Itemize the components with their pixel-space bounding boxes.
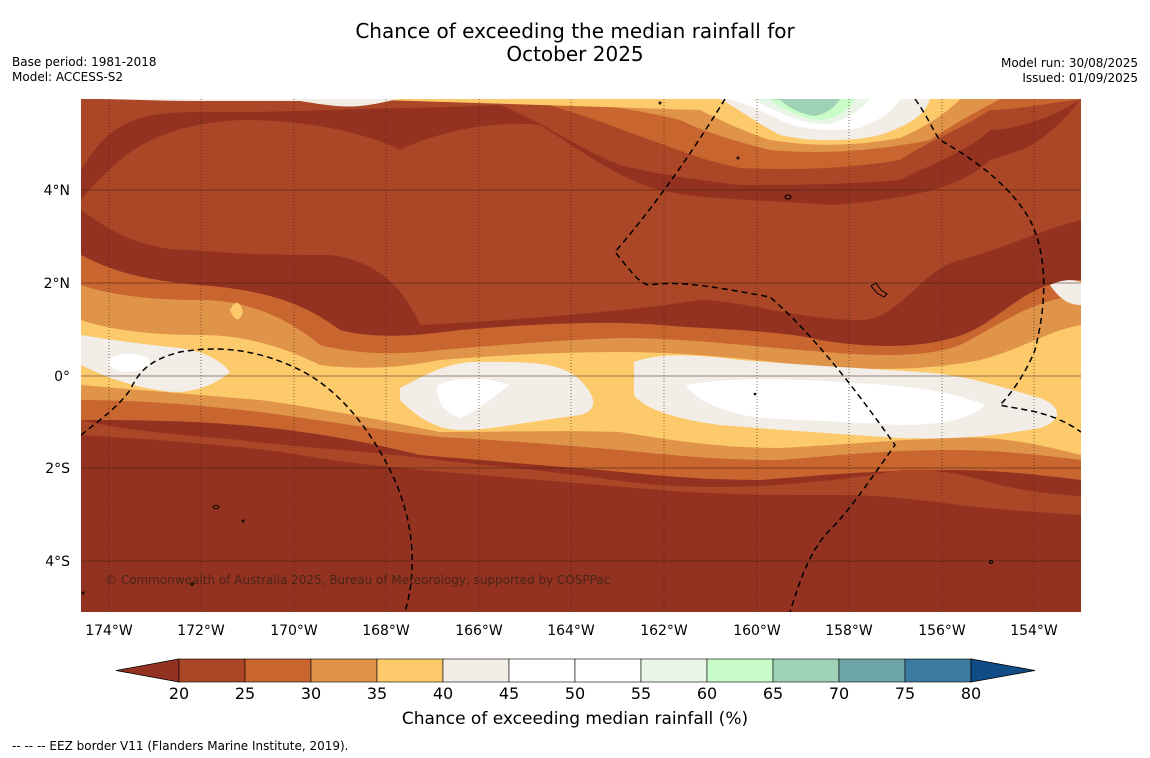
lat-label: 4°N <box>44 183 70 199</box>
colorbar-swatch <box>508 658 576 683</box>
colorbar-tick-label: 20 <box>169 684 189 703</box>
eez-footnote: -- -- -- EEZ border V11 (Flanders Marine… <box>12 739 349 753</box>
colorbar-tick-label: 60 <box>697 684 717 703</box>
contour-25-island-patch <box>386 178 432 205</box>
colorbar-tick-label: 35 <box>367 684 387 703</box>
colorbar-tick-label: 55 <box>631 684 651 703</box>
base-period-text: Base period: 1981-2018 <box>12 55 157 69</box>
issued-text: Issued: 01/09/2025 <box>1022 71 1138 85</box>
longitude-labels: 174°W 172°W 170°W 168°W 166°W 164°W 162°W 160°W… <box>85 623 1058 639</box>
map-title-line1: Chance of exceeding the median rainfall … <box>355 19 795 43</box>
colorbar-extend-high <box>970 658 1036 683</box>
contour-45-far-east <box>1050 280 1081 305</box>
colorbar-swatch <box>442 658 510 683</box>
colorbar-swatch <box>640 658 708 683</box>
colorbar: 20 25 30 35 40 45 50 55 60 65 70 75 80 <box>115 658 1036 703</box>
lon-label: 160°W <box>733 623 781 639</box>
contour-45-west <box>81 335 230 392</box>
lon-label: 168°W <box>362 623 410 639</box>
island-outline <box>81 591 85 595</box>
island-outline <box>989 560 993 564</box>
lon-label: 162°W <box>640 623 688 639</box>
colorbar-tick-label: 50 <box>565 684 585 703</box>
lon-label: 156°W <box>918 623 966 639</box>
colorbar-swatch <box>310 658 378 683</box>
island-outline <box>870 282 888 298</box>
colorbar-tick-label: 80 <box>961 684 981 703</box>
contour-45-central <box>400 361 594 431</box>
colorbar-tick-label: 40 <box>433 684 453 703</box>
model-run-text: Model run: 30/08/2025 <box>1000 56 1138 70</box>
island-outline <box>190 582 194 586</box>
contour-65-north-top <box>770 99 840 116</box>
colorbar-tick-label: 75 <box>895 684 915 703</box>
contour-40-spot <box>230 302 243 320</box>
copyright-text: © Commonwealth of Australia 2025, Bureau… <box>105 573 610 587</box>
colorbar-tick-label: 65 <box>763 684 783 703</box>
colorbar-title: Chance of exceeding median rainfall (%) <box>401 709 749 729</box>
islands <box>81 101 993 595</box>
island-outline <box>241 519 245 523</box>
contour-25-south <box>81 420 1081 515</box>
colorbar-swatch <box>772 658 840 683</box>
colorbar-tick-label: 30 <box>301 684 321 703</box>
graticule <box>81 99 1081 612</box>
lat-label: 0° <box>54 369 70 385</box>
contour-50-east <box>686 379 985 425</box>
map-title-line2: October 2025 <box>506 42 644 66</box>
lon-label: 158°W <box>825 623 873 639</box>
eez-borders <box>81 99 1081 612</box>
model-text: Model: ACCESS-S2 <box>12 70 124 84</box>
colorbar-tick-label: 70 <box>829 684 849 703</box>
colorbar-swatch <box>376 658 444 683</box>
lat-label: 2°S <box>45 461 70 477</box>
latitude-labels: 4°N 2°N 0° 2°S 4°S <box>44 183 71 570</box>
contour-50-west <box>107 353 150 372</box>
colorbar-tick-label: 45 <box>499 684 519 703</box>
island-outline <box>212 505 220 509</box>
lon-label: 172°W <box>177 623 225 639</box>
lon-label: 154°W <box>1010 623 1058 639</box>
lat-label: 2°N <box>44 276 70 292</box>
island-outline <box>658 101 662 105</box>
colorbar-swatch <box>574 658 642 683</box>
map-area <box>81 99 1081 612</box>
colorbar-swatch <box>838 658 906 683</box>
lat-label: 4°S <box>45 554 70 570</box>
contour-45-north-left <box>81 99 400 107</box>
colorbar-tick-label: 25 <box>235 684 255 703</box>
colorbar-swatch <box>706 658 774 683</box>
eez-border-west <box>81 348 413 612</box>
lon-label: 170°W <box>270 623 318 639</box>
lon-label: 164°W <box>547 623 595 639</box>
eez-border-east <box>914 99 1081 433</box>
colorbar-extend-low <box>115 658 180 683</box>
colorbar-swatch <box>244 658 312 683</box>
colorbar-swatch <box>904 658 972 683</box>
lon-label: 174°W <box>85 623 133 639</box>
colorbar-swatch <box>178 658 246 683</box>
island-outline <box>736 156 740 160</box>
contour-50-central <box>437 378 510 418</box>
island-outline <box>784 194 792 200</box>
lon-label: 166°W <box>455 623 503 639</box>
island-outline <box>753 392 757 396</box>
